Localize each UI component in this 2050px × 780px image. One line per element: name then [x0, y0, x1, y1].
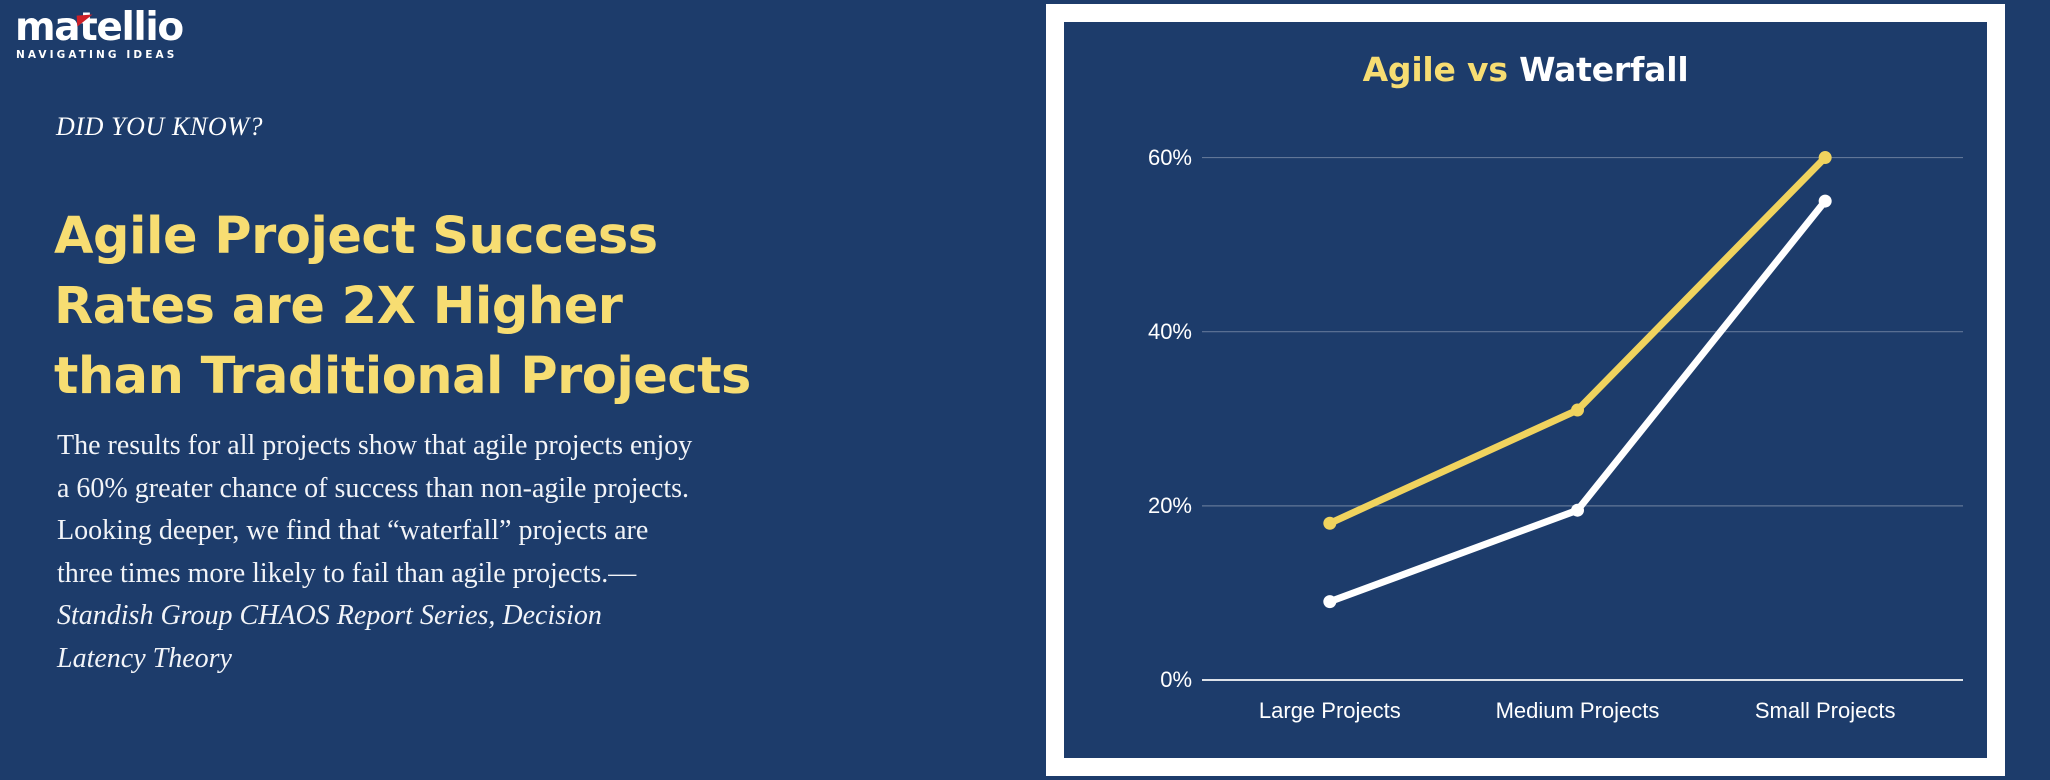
chart-title-agile: Agile vs: [1362, 50, 1520, 89]
body-text: The results for all projects show that a…: [57, 430, 693, 589]
line-chart-plot: 0% 20% 40% 60% Large Projects Medium Projects…: [1064, 22, 1987, 758]
data-point-agile: [1323, 516, 1337, 530]
source-citation: Standish Group CHAOS Report Series, Deci…: [57, 600, 602, 674]
data-point-waterfall: [1323, 595, 1337, 609]
y-axis-tick-label: 0%: [1160, 667, 1192, 692]
y-axis-tick-label: 20%: [1147, 492, 1192, 518]
logo-wordmark: matellio: [15, 5, 184, 50]
x-axis-tick-label: Large Projects: [1258, 698, 1401, 723]
eyebrow-label: DID YOU KNOW?: [56, 112, 264, 141]
data-point-waterfall: [1571, 503, 1584, 517]
data-point-agile: [1818, 151, 1832, 165]
x-axis-tick-label: Small Projects: [1754, 698, 1896, 723]
series-line-waterfall: [1326, 197, 1829, 606]
x-axis-tick-label: Medium Projects: [1495, 698, 1660, 723]
series-line-agile: [1326, 154, 1829, 527]
left-content-column: matellio NAVIGATING IDEAS DID YOU KNOW? …: [14, 8, 751, 680]
chart-title-waterfall: Waterfall: [1519, 50, 1689, 89]
chart-svg: [1202, 151, 1963, 681]
logo-tagline: NAVIGATING IDEAS: [16, 49, 178, 61]
logo-red-accent-icon: [76, 14, 94, 27]
y-axis-tick-label: 60%: [1147, 144, 1192, 170]
y-axis-tick-label: 40%: [1147, 318, 1192, 344]
data-point-waterfall: [1818, 194, 1832, 208]
data-point-agile: [1571, 403, 1584, 417]
chart-frame: Agile vs Waterfall 0% 20% 40% 60% Large Proj…: [1046, 4, 2005, 776]
body-paragraph: The results for all projects show that a…: [57, 425, 697, 680]
matellio-logo: matellio NAVIGATING IDEAS: [14, 8, 194, 64]
chart-title: Agile vs Waterfall: [1064, 50, 1987, 89]
page-title: Agile Project Success Rates are 2X Highe…: [54, 207, 751, 407]
chart-panel: Agile vs Waterfall 0% 20% 40% 60% Large Proj…: [1064, 22, 1987, 758]
